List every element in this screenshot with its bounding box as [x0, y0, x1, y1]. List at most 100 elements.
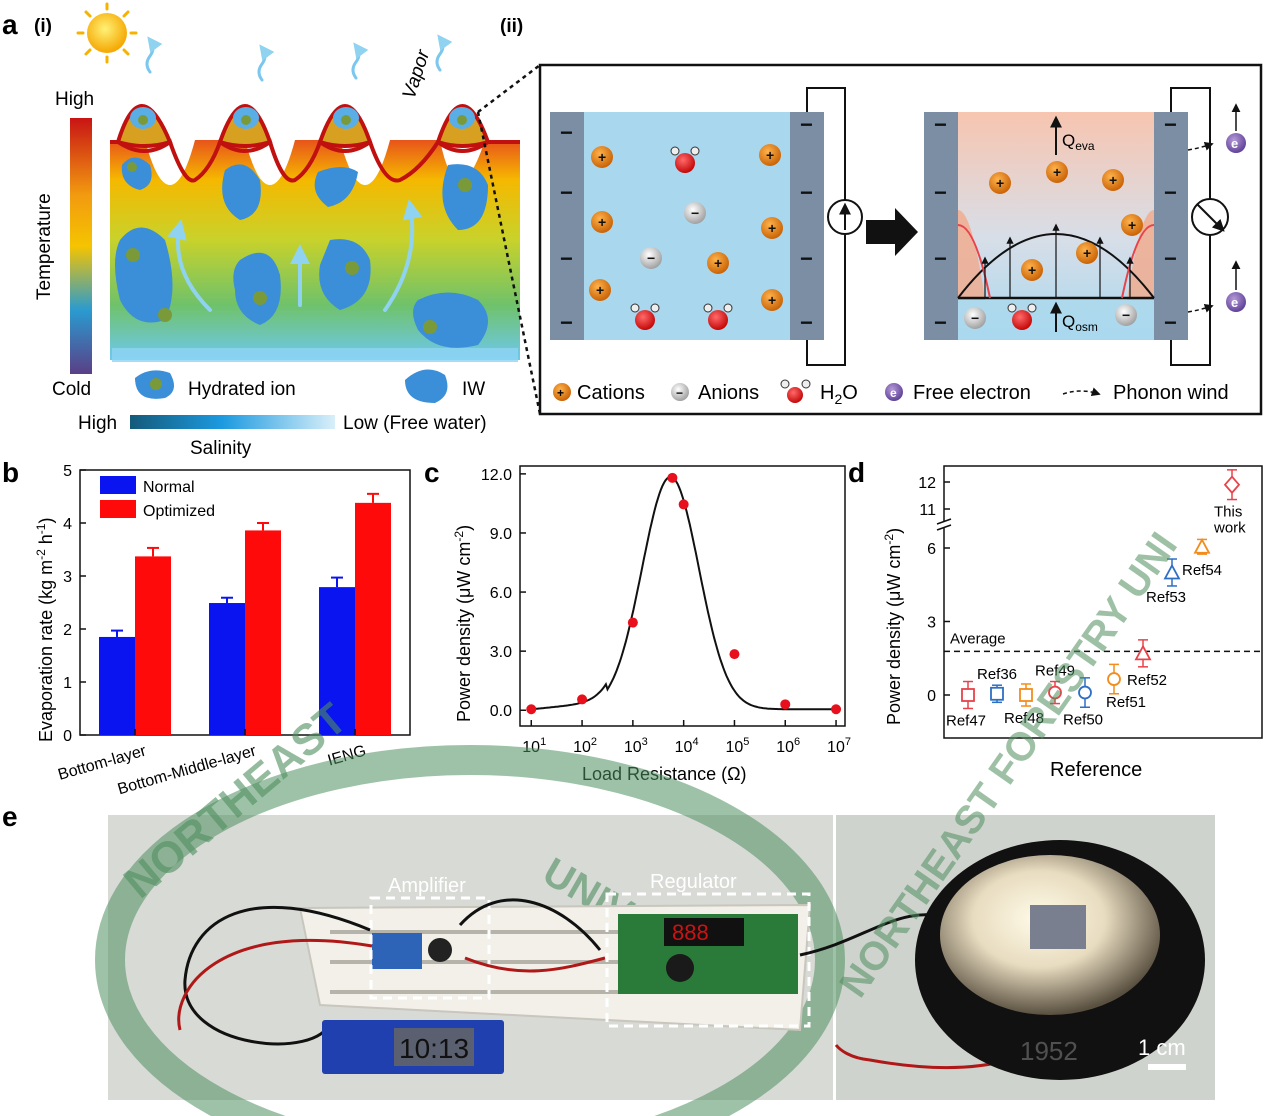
chart-b-ytick-label: 0: [63, 728, 72, 745]
marker-circle: [1048, 685, 1062, 700]
chart-b-ytick-label: 2: [63, 622, 72, 639]
chart-c-xtick-label: 105: [725, 736, 749, 756]
plus-sign: +: [1109, 172, 1117, 188]
phonon-wind-icon: [1062, 387, 1101, 396]
data-point: [729, 649, 740, 660]
minus-sign: −: [934, 310, 947, 335]
minus-sign: −: [560, 180, 573, 205]
salinity-low-label: Low (Free water): [343, 413, 487, 434]
electron-symbol: e: [1231, 136, 1238, 151]
cation-icon: [553, 383, 571, 401]
legend-anions: Anions: [698, 382, 759, 404]
chart-c-frame: [519, 465, 846, 727]
data-point: [678, 499, 689, 510]
data-point: [627, 617, 638, 628]
plus-sign: +: [598, 214, 606, 230]
marker-square: [961, 688, 975, 702]
bar-optimized-2: [355, 502, 391, 735]
bar-optimized-1: [245, 530, 281, 735]
salinity-high-label: High: [78, 413, 117, 434]
electron-symbol: e: [1231, 295, 1238, 310]
iw-label: IW: [462, 379, 485, 400]
free-electron-icon: [1226, 292, 1246, 312]
chart-c-ytick-label: 6.0: [490, 585, 512, 602]
data-point: [831, 704, 842, 715]
chart-c-ytick-label: 9.0: [490, 526, 512, 543]
point-label-this-work-1: This: [1214, 504, 1242, 521]
legend-swatch-normal: [100, 476, 136, 494]
axis-break-gap: [941, 521, 949, 528]
point-label: Ref51: [1106, 694, 1146, 711]
anion-icon: [1115, 304, 1137, 326]
chart-c-xtick-label: 106: [776, 736, 800, 756]
chart-c-xtick-label: 104: [675, 736, 699, 756]
cation-icon: [761, 289, 783, 311]
plus-sign: +: [598, 149, 606, 165]
point-label: Ref36: [977, 666, 1017, 683]
minus-sign: −: [1122, 307, 1130, 323]
chart-d-ytick-label: 12: [918, 475, 936, 492]
data-point: [577, 694, 588, 705]
cation-icon: [761, 217, 783, 239]
free-electron-icon: [1226, 133, 1246, 153]
chart-c-xtick-label: 102: [573, 736, 597, 756]
right-electrode-2: [1154, 112, 1188, 340]
vapor-icon: [145, 34, 453, 82]
minus-sign: −: [676, 386, 683, 400]
data-point: [667, 472, 678, 483]
minus-sign: −: [560, 120, 573, 145]
plus-sign: +: [768, 220, 776, 236]
amplifier-box: [369, 896, 491, 1000]
minus-sign: −: [934, 246, 947, 271]
anion-icon: [671, 383, 689, 401]
panel-label-a: a: [2, 9, 18, 40]
cation-icon: [1121, 214, 1143, 236]
legend-cations: Cations: [577, 382, 645, 404]
water-molecule-icon: [635, 310, 655, 330]
marker-circle: [1107, 672, 1121, 686]
legend-normal: Normal: [143, 479, 195, 496]
panel-label-a-ii: (ii): [500, 16, 523, 37]
plus-sign: +: [1083, 245, 1091, 261]
minus-sign: −: [1164, 112, 1177, 137]
scale-bar-label: 1 cm: [1138, 1035, 1186, 1060]
minus-sign: −: [934, 112, 947, 137]
amplifier-module: [372, 933, 422, 969]
plus-sign: +: [1028, 262, 1036, 278]
cation-icon: [1102, 169, 1124, 191]
minus-sign: −: [647, 250, 655, 266]
chart-c-power-vs-resistance: Power density (μW cm-2) Load Resistance …: [452, 465, 851, 784]
ion-particles: + + + + + + + + + + + + + − − − −: [589, 144, 1143, 330]
average-label: Average: [950, 630, 1006, 647]
vapor-label: Vapor: [399, 47, 435, 102]
chart-d-ytick-label: 0: [927, 688, 936, 705]
water-molecule-icon: [1012, 310, 1032, 330]
point-label-this-work-2: work: [1213, 520, 1246, 537]
panel-label-a-i: (i): [34, 16, 52, 37]
cation-icon: [591, 211, 613, 233]
marker-square: [1019, 688, 1033, 702]
chart-c-ytick-label: 12.0: [481, 467, 512, 484]
data-point: [780, 699, 791, 710]
device-chip: [1030, 905, 1086, 949]
anion-icon: [684, 202, 706, 224]
water-molecule-icon: [675, 153, 695, 173]
plus-sign: +: [768, 292, 776, 308]
point-label: Ref54: [1182, 562, 1222, 579]
legend-swatch-optimized: [100, 500, 136, 518]
fit-curve: [531, 475, 837, 711]
cation-icon: [1046, 161, 1068, 183]
legend-free-electron: Free electron: [913, 382, 1031, 404]
panel-a-i: Vapor High Temperature Cold: [34, 2, 520, 459]
chart-d-xlabel: Reference: [1050, 759, 1142, 781]
electron-symbol: e: [890, 386, 897, 400]
bar-normal-2: [319, 587, 355, 735]
chart-b-ytick-label: 4: [63, 516, 72, 533]
point-label: Ref47: [946, 712, 986, 729]
minus-sign: −: [691, 205, 699, 221]
plus-sign: +: [714, 255, 722, 271]
plus-sign: +: [596, 282, 604, 298]
cation-icon: [591, 146, 613, 168]
axis-break-mark: [936, 524, 952, 531]
